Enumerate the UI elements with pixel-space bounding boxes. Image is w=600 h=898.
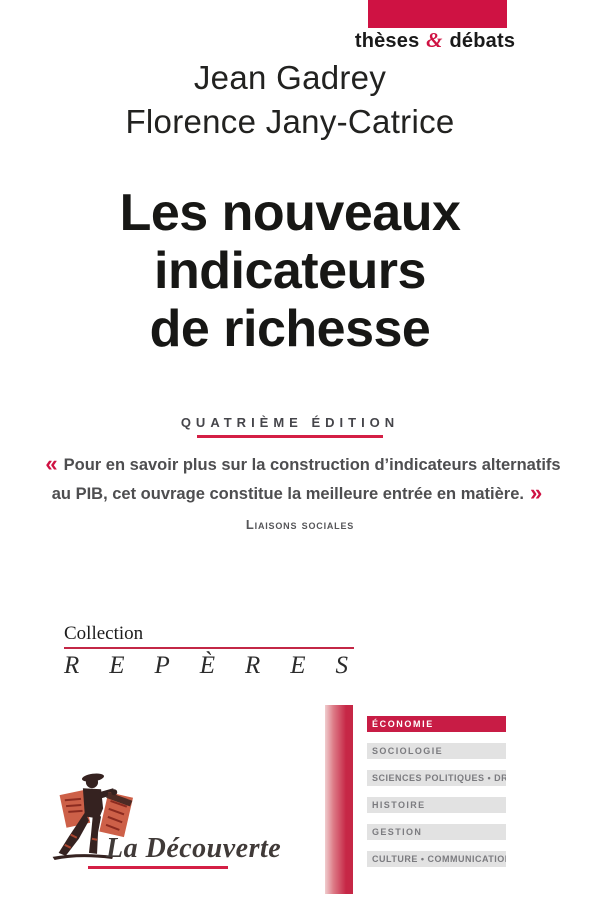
collection-letter: E (290, 652, 306, 679)
collection-letter: E (109, 652, 125, 679)
collection-letter: È (199, 652, 216, 679)
title-line-3: de richesse (149, 300, 431, 358)
category-sciences-politiques-droit: SCIENCES POLITIQUES • DROIT (367, 770, 506, 786)
collection-block: Collection R E P È R E S (64, 623, 354, 680)
edition-underline (197, 435, 383, 438)
collection-letter: P (154, 652, 170, 679)
badge-word-debats: débats (449, 30, 516, 52)
category-sociologie: SOCIOLOGIE (367, 743, 506, 759)
theses-debats-badge: thèses & débats (342, 28, 528, 53)
quote-source: Liaisons sociales (245, 517, 355, 532)
edition-label: QUATRIÈME ÉDITION (180, 415, 400, 430)
red-vertical-bar (325, 705, 353, 894)
collection-letter: R (64, 652, 80, 679)
collection-name-reperes: R E P È R E S (64, 652, 348, 680)
publisher-underline (88, 866, 228, 869)
collection-label: Collection (64, 623, 144, 644)
category-histoire: HISTOIRE (367, 797, 506, 813)
quote-text-1: Pour en savoir plus sur la construction … (63, 456, 561, 474)
author-name-2: Florence Jany-Catrice (125, 103, 455, 140)
title-line-1: Les nouveaux (119, 184, 461, 242)
title-line-2: indicateurs (154, 242, 426, 300)
category-economie: ÉCONOMIE (367, 716, 506, 732)
edition-block: QUATRIÈME ÉDITION (0, 414, 580, 438)
category-list: ÉCONOMIE SOCIOLOGIE SCIENCES POLITIQUES … (367, 716, 506, 867)
category-gestion: GESTION (367, 824, 506, 840)
author-name-1: Jean Gadrey (193, 59, 387, 96)
quote-text-2: au PIB, cet ouvrage constitue la meilleu… (51, 484, 524, 503)
press-quote: « Pour en savoir plus sur la construction… (0, 450, 600, 538)
open-quote-mark: « (45, 451, 58, 476)
quote-line-1: « Pour en savoir plus sur la construction… (0, 450, 600, 479)
colporteur-logo-icon (52, 773, 134, 860)
badge-red-rectangle (368, 0, 507, 28)
book-title: Les nouveaux indicateurs de richesse (0, 184, 580, 358)
publisher-name: La Découverte (106, 833, 282, 864)
badge-ampersand: & (426, 28, 443, 52)
collection-rule (64, 647, 354, 649)
badge-word-theses: thèses (354, 30, 420, 52)
close-quote-mark: » (530, 479, 543, 505)
collection-letter: R (245, 652, 261, 679)
quote-line-2: au PIB, cet ouvrage constitue la meilleu… (0, 479, 600, 508)
category-culture-communication: CULTURE • COMMUNICATION (367, 851, 506, 867)
collection-letter: S (335, 652, 349, 679)
authors-block: Jean Gadrey Florence Jany-Catrice (0, 56, 580, 144)
